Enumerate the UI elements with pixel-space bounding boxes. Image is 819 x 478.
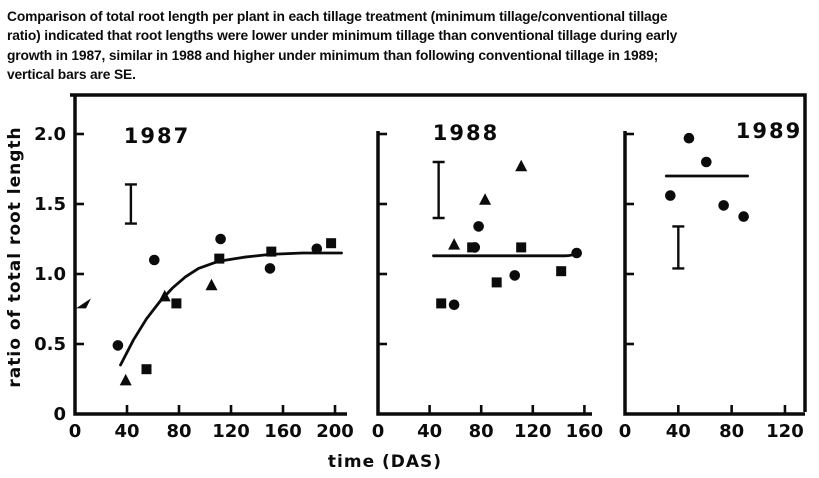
x-tick-label: 80 [719,421,744,442]
caption-line-3: growth in 1987, similar in 1988 and high… [7,47,659,63]
x-tick-label: 80 [469,421,494,442]
x-tick-label: 0 [619,421,632,442]
data-point-circle [665,190,676,201]
y-axis-arrow-marker [76,298,91,309]
data-point-square [326,238,337,249]
caption-line-2: ratio) indicated that root lengths were … [7,28,678,44]
x-tick-label: 120 [212,421,250,442]
data-point-circle [112,340,124,351]
data-point-circle [718,200,729,211]
x-tick-label: 0 [372,421,385,442]
data-point-square [556,266,567,277]
data-point-square [266,246,277,257]
se-bar-1987 [124,183,137,225]
x-axis-title: time (DAS) [328,452,442,472]
data-point-square [436,298,447,309]
data-point-square [214,253,225,264]
y-tick-label: 2.0 [34,124,66,145]
panel-title-1989: 1989 [736,119,802,143]
figure-caption: Comparison of total root length per plan… [7,7,815,85]
y-tick-label: 1.0 [34,264,66,285]
data-point-circle [473,221,484,232]
fit-curve [119,251,343,367]
data-point-square [467,242,478,253]
data-point-circle [701,156,712,168]
chart-render-layer: 0 0.5 1.0 1.5 2.0 0 40 80 120 160 200 0 40 80 120 160 0 4… [34,93,807,442]
axes-1987 [73,95,347,416]
data-point-circle [509,270,521,281]
data-point-square [491,277,502,288]
data-point-circle [149,254,160,266]
x-tick-label: 0 [69,421,82,442]
data-point-circle [264,263,276,274]
axes-1988 [376,131,592,416]
data-point-triangle [205,278,218,291]
y-tick-label: 1.5 [34,194,66,215]
data-point-circle [571,247,582,259]
data-point-triangle [158,289,171,302]
panel-title-1988: 1988 [433,121,499,145]
x-tick-label: 160 [264,421,302,442]
data-point-triangle [448,238,461,250]
axes-1989 [623,131,805,416]
figure-border [70,93,807,412]
data-point-square [516,242,527,253]
data-point-triangle [479,193,492,205]
data-point-circle [738,211,749,222]
se-bar-1989 [672,225,685,270]
x-tick-label: 160 [566,421,604,442]
data-point-circle [215,233,226,245]
x-tick-label: 120 [766,421,804,442]
caption-line-4: vertical bars are SE. [7,67,136,83]
se-bar-1988 [432,160,445,220]
x-tick-label: 120 [514,421,552,442]
y-tick-label: 0 [53,404,66,425]
x-tick-label: 80 [166,421,191,442]
fit-line [432,251,579,258]
data-point-circle [448,299,460,311]
data-point-circle [683,132,695,144]
data-point-triangle [119,373,132,386]
data-point-square [171,298,182,309]
caption-line-1: Comparison of total root length per plan… [7,9,668,24]
data-point-circle [311,243,323,255]
data-point-square [141,364,152,375]
panel-title-1987: 1987 [124,124,190,148]
x-tick-label: 40 [417,421,442,442]
data-point-triangle [515,159,528,172]
x-tick-label: 40 [666,421,691,442]
x-tick-label: 200 [316,421,354,442]
y-axis-title: ratio of total root length [5,126,25,387]
y-tick-label: 0.5 [34,334,66,355]
x-tick-label: 40 [114,421,139,442]
